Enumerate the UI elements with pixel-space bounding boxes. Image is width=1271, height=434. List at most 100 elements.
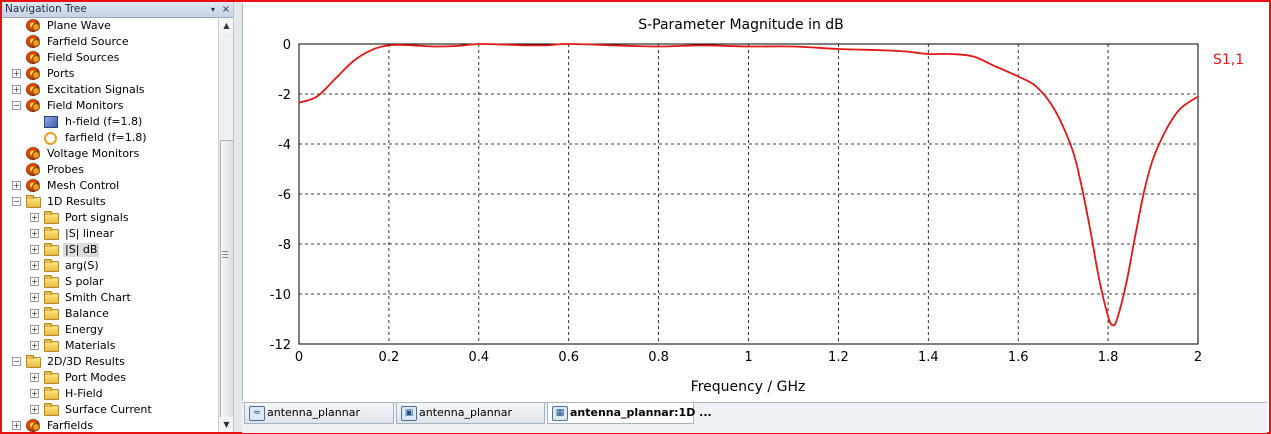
- tree-item[interactable]: Probes: [2, 162, 216, 178]
- tree-item-label: Smith Chart: [65, 291, 131, 304]
- folder-icon: [44, 243, 59, 256]
- tree-item[interactable]: + Port signals: [2, 210, 216, 226]
- expand-icon[interactable]: +: [30, 373, 39, 382]
- document-tab[interactable]: ▣ antenna_plannar: [396, 403, 545, 424]
- tree-item-label: S polar: [65, 275, 104, 288]
- tree-item-label: farfield (f=1.8): [65, 131, 147, 144]
- collapse-icon[interactable]: −: [12, 101, 21, 110]
- tree-item-label: Probes: [47, 163, 84, 176]
- tree-item[interactable]: Field Sources: [2, 50, 216, 66]
- tree-item[interactable]: Voltage Monitors: [2, 146, 216, 162]
- tree-item-label: Port Modes: [65, 371, 127, 384]
- tree-item-label: Farfield Source: [47, 35, 129, 48]
- scroll-down-icon[interactable]: ▼: [219, 417, 233, 432]
- gear-icon: [26, 147, 40, 160]
- tree-item[interactable]: Farfield Source: [2, 34, 216, 50]
- expand-icon[interactable]: +: [12, 69, 21, 78]
- tree-item[interactable]: + S polar: [2, 274, 216, 290]
- tree-item[interactable]: + Surface Current: [2, 402, 216, 418]
- tree-item-label: Materials: [65, 339, 116, 352]
- tree-item[interactable]: + Ports: [2, 66, 216, 82]
- scroll-up-icon[interactable]: ▲: [219, 18, 233, 33]
- chart-axes: 0 0.2 0.4 0.6 0.8 1 1.2 1.4 1.6 1.8 2 0 -2 -4 -6 -8 -10 -…: [270, 38, 1202, 365]
- folder-icon: [44, 323, 59, 336]
- tree-item[interactable]: + Smith Chart: [2, 290, 216, 306]
- navigation-panel: Navigation Tree ▾ × Plane Wave Farfield S…: [2, 2, 233, 432]
- tree-item[interactable]: − 2D/3D Results: [2, 354, 216, 370]
- expand-icon[interactable]: +: [30, 309, 39, 318]
- expand-icon[interactable]: +: [30, 213, 39, 222]
- grid-doc-icon: ▦: [552, 406, 568, 421]
- tree-item[interactable]: + Port Modes: [2, 370, 216, 386]
- tree-item[interactable]: + Farfields: [2, 418, 216, 432]
- expand-icon[interactable]: +: [30, 261, 39, 270]
- chevron-down-icon[interactable]: ▾: [210, 5, 215, 14]
- gear-icon: [26, 35, 40, 48]
- expand-icon[interactable]: +: [30, 245, 39, 254]
- legend-entry-s11: S1,1: [1213, 52, 1244, 68]
- document-tab-label: antenna_plannar: [419, 406, 512, 419]
- expand-icon[interactable]: +: [12, 181, 21, 190]
- folder-open-icon: [26, 195, 41, 208]
- tree-item-label: Surface Current: [65, 403, 152, 416]
- close-icon[interactable]: ×: [221, 4, 231, 15]
- chart-legend: S1,1: [1213, 52, 1244, 68]
- folder-open-icon: [26, 355, 41, 368]
- y-tick-label: -12: [270, 338, 291, 353]
- tree-item-label: 2D/3D Results: [47, 355, 125, 368]
- expand-icon[interactable]: +: [30, 325, 39, 334]
- tree-item[interactable]: farfield (f=1.8): [2, 130, 216, 146]
- tree-item-label: Excitation Signals: [47, 83, 145, 96]
- expand-icon[interactable]: +: [30, 405, 39, 414]
- gear-icon: [26, 99, 40, 112]
- plot-area-frame: [298, 43, 1199, 345]
- folder-icon: [44, 371, 59, 384]
- tree-item[interactable]: + |S| dB: [2, 242, 216, 258]
- tree-item[interactable]: + Mesh Control: [2, 178, 216, 194]
- expand-icon[interactable]: +: [30, 293, 39, 302]
- tree-item[interactable]: + |S| linear: [2, 226, 216, 242]
- expand-icon[interactable]: +: [12, 421, 21, 430]
- window-doc-icon: ▣: [401, 406, 417, 421]
- tree-item[interactable]: + Materials: [2, 338, 216, 354]
- collapse-icon[interactable]: −: [12, 357, 21, 366]
- tree-item[interactable]: h-field (f=1.8): [2, 114, 216, 130]
- scrollbar-thumb[interactable]: [220, 140, 233, 432]
- expand-icon[interactable]: +: [30, 389, 39, 398]
- tree-item[interactable]: − Field Monitors: [2, 98, 216, 114]
- navigation-tree: Plane Wave Farfield Source Field Sources + P…: [2, 18, 216, 432]
- y-tick-label: -10: [270, 288, 291, 303]
- document-tab[interactable]: ≈ antenna_plannar: [244, 403, 394, 424]
- x-tick-label: 0.8: [648, 350, 669, 365]
- expand-icon[interactable]: +: [12, 85, 21, 94]
- tree-item[interactable]: Plane Wave: [2, 18, 216, 34]
- y-tick-label: -6: [278, 188, 291, 203]
- tree-item[interactable]: + H-Field: [2, 386, 216, 402]
- folder-icon: [44, 291, 59, 304]
- tree-item-label: Ports: [47, 67, 75, 80]
- x-tick-label: 0.6: [558, 350, 579, 365]
- s-parameter-chart[interactable]: S-Parameter Magnitude in dB 0 0.2 0.4 0.6 0.…: [243, 4, 1268, 400]
- tree-item[interactable]: − 1D Results: [2, 194, 216, 210]
- expand-icon[interactable]: +: [30, 341, 39, 350]
- vertical-scrollbar[interactable]: ▲ ▼: [218, 18, 233, 432]
- panel-splitter[interactable]: [233, 2, 243, 432]
- folder-icon: [44, 275, 59, 288]
- tree-item[interactable]: + arg(S): [2, 258, 216, 274]
- tree-item[interactable]: + Excitation Signals: [2, 82, 216, 98]
- tree-item-label: Energy: [65, 323, 104, 336]
- tree-item-label: Field Sources: [47, 51, 120, 64]
- tree-item[interactable]: + Energy: [2, 322, 216, 338]
- tree-item[interactable]: + Balance: [2, 306, 216, 322]
- tree-item-label: H-Field: [65, 387, 103, 400]
- tree-item-label: |S| dB: [63, 243, 100, 257]
- x-tick-label: 1.8: [1098, 350, 1119, 365]
- folder-icon: [44, 307, 59, 320]
- document-tab[interactable]: ▦ antenna_plannar:1D ...: [547, 403, 712, 424]
- folder-icon: [44, 387, 59, 400]
- expand-icon[interactable]: +: [30, 277, 39, 286]
- folder-icon: [44, 227, 59, 240]
- collapse-icon[interactable]: −: [12, 197, 21, 206]
- x-tick-label: 0.4: [468, 350, 489, 365]
- expand-icon[interactable]: +: [30, 229, 39, 238]
